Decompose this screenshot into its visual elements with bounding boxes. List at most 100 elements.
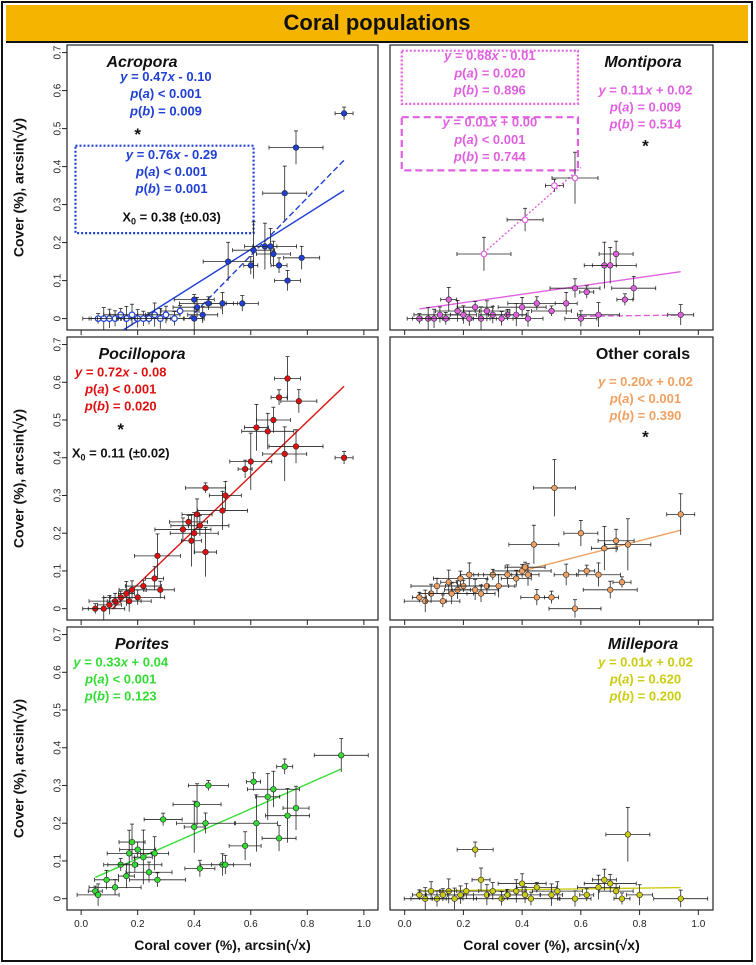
data-point — [268, 130, 324, 165]
data-point — [497, 873, 547, 894]
plot-area — [66, 336, 379, 621]
x-axis-label: Coral cover (%), arcsin(√x) — [134, 937, 311, 953]
y-tick-label: 0.5 — [53, 121, 64, 135]
point-marker — [524, 315, 532, 322]
point-marker — [466, 571, 473, 578]
point-marker — [524, 571, 532, 578]
data-point — [283, 245, 321, 270]
data-point — [598, 240, 634, 267]
point-marker — [433, 582, 441, 590]
point-marker — [439, 598, 446, 605]
point-marker — [624, 831, 631, 838]
point-marker — [292, 144, 300, 151]
y-tick-label: 0 — [53, 605, 64, 611]
point-marker — [513, 311, 520, 318]
data-point — [274, 356, 301, 401]
point-marker — [533, 884, 540, 891]
panel-other-corals: Other corals y = 0.20x + 0.02 p(a) < 0.001… — [389, 336, 714, 625]
data-point — [604, 518, 652, 571]
y-tick-label: 0.1 — [53, 564, 64, 578]
point-marker — [483, 307, 491, 315]
fit-line — [111, 385, 345, 610]
data-point — [545, 178, 564, 192]
annotation-star: * — [117, 420, 124, 439]
y-tick-label: 0.6 — [53, 375, 64, 389]
point-marker — [154, 876, 161, 883]
panel-title: Other corals — [596, 346, 690, 363]
point-marker — [202, 820, 209, 827]
data-point — [553, 563, 579, 586]
data-point — [540, 883, 563, 906]
data-point — [563, 520, 599, 547]
data-point — [501, 891, 561, 906]
point-marker — [677, 511, 684, 518]
y-tick-label: 0.5 — [53, 413, 64, 427]
data-point — [612, 576, 632, 588]
data-point — [554, 291, 578, 315]
data-point — [544, 590, 559, 604]
data-point — [508, 524, 560, 564]
point-marker — [191, 296, 198, 303]
data-point — [613, 892, 631, 905]
point-marker — [191, 530, 198, 537]
point-marker — [489, 888, 496, 895]
data-point — [109, 303, 155, 326]
point-marker — [196, 522, 203, 529]
data-point — [88, 879, 142, 896]
data-point — [173, 294, 215, 305]
x-tick-label: 0.8 — [633, 919, 647, 930]
point-marker — [607, 880, 614, 887]
point-marker — [100, 605, 107, 612]
data-point — [228, 831, 262, 860]
point-marker — [247, 458, 254, 465]
point-marker — [519, 880, 526, 887]
point-marker — [193, 511, 201, 518]
point-marker — [533, 594, 540, 601]
point-marker — [253, 424, 260, 431]
point-marker — [103, 876, 110, 883]
panel-porites: 0 0.1 0.2 0.3 0.4 0.5 0.6 0.7 0.0 0.2 0.4 0.6 0.8 1.0… — [11, 626, 379, 953]
panel-title: Pocillopora — [98, 346, 185, 363]
point-marker — [583, 567, 590, 575]
y-tick-label: 0.1 — [53, 854, 64, 868]
annotation-pa: p(a) < 0.001 — [453, 132, 525, 147]
data-point — [582, 580, 638, 599]
point-marker — [247, 262, 254, 269]
point-marker — [281, 450, 288, 458]
point-marker — [191, 823, 198, 831]
data-point — [235, 794, 278, 852]
data-point — [187, 306, 219, 323]
point-marker — [140, 854, 147, 861]
point-marker — [281, 763, 288, 770]
y-axis-label: Cover (%), arcsin(√y) — [11, 409, 27, 548]
x-tick-label: 1.0 — [691, 919, 705, 930]
point-marker — [548, 891, 555, 899]
data-point — [548, 599, 602, 618]
data-point — [262, 165, 308, 221]
data-point — [184, 859, 216, 877]
point-marker — [504, 571, 511, 578]
annotation-box — [74, 144, 255, 235]
data-point — [611, 275, 657, 300]
data-point — [180, 514, 202, 567]
point-marker — [264, 428, 271, 435]
annotation-x0: X0 = 0.11 (±0.02) — [72, 446, 170, 463]
data-point — [440, 286, 458, 312]
point-marker — [162, 311, 170, 319]
annotation-star: * — [134, 125, 141, 144]
point-marker — [171, 315, 178, 323]
fit-line — [419, 271, 681, 310]
y-tick-label: 0.6 — [53, 83, 64, 97]
data-point — [512, 309, 544, 327]
data-point — [261, 825, 297, 852]
data-point — [478, 882, 508, 900]
point-marker — [202, 548, 209, 556]
point-marker — [521, 891, 529, 899]
point-marker — [128, 838, 136, 846]
point-marker — [477, 876, 485, 883]
data-point — [244, 227, 297, 265]
data-point — [183, 800, 205, 853]
fit-line — [122, 189, 345, 331]
point-marker — [577, 315, 584, 322]
